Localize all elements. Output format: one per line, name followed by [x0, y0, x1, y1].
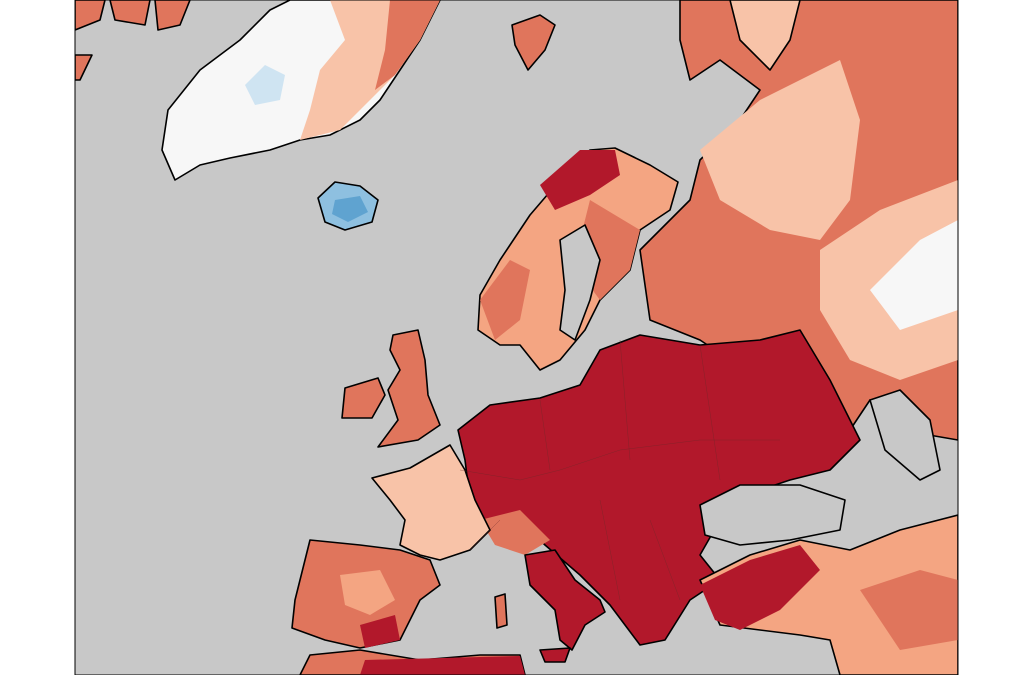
ireland — [341, 377, 386, 419]
borders — [459, 339, 780, 601]
andalusia — [360, 615, 400, 648]
sicily — [539, 647, 571, 663]
arctic-island — [154, 0, 191, 31]
arctic-island — [109, 0, 151, 26]
svalbard — [511, 14, 556, 71]
map-frame — [74, 0, 959, 675]
algeria-hot — [360, 656, 525, 675]
caspian-sea — [869, 389, 941, 481]
sardinia — [494, 593, 508, 629]
iceland-interior — [332, 196, 368, 222]
greenland-cool — [245, 65, 285, 105]
greenland-coast-hot — [375, 0, 440, 90]
siberia-neutral — [870, 220, 958, 330]
italy — [524, 549, 606, 651]
alps — [480, 510, 550, 555]
russia-warm — [700, 60, 860, 240]
lapland-hot — [540, 150, 620, 210]
iran-north — [860, 570, 958, 650]
iberia-interior — [340, 570, 395, 615]
baltic-sea — [559, 224, 601, 341]
anatolia-hot — [700, 545, 820, 630]
great-britain — [377, 329, 441, 448]
black-sea — [699, 484, 846, 546]
arctic-island — [75, 54, 93, 81]
map-area — [75, 0, 958, 675]
arctic-island — [75, 0, 106, 31]
norway-coast — [480, 260, 530, 340]
novaya-zemlya — [729, 0, 801, 71]
